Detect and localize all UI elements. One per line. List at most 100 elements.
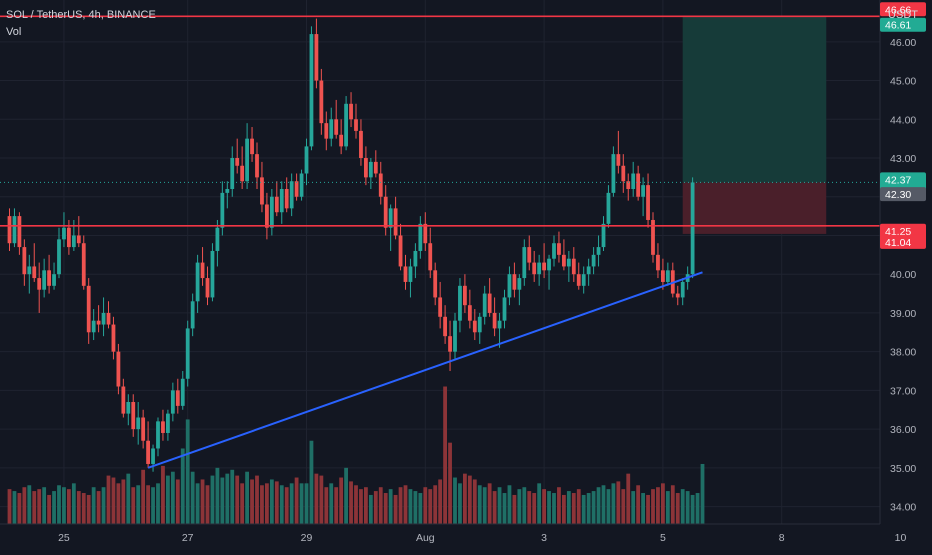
candle-body	[220, 192, 225, 228]
candle-body	[205, 278, 210, 298]
candle	[329, 107, 334, 147]
time-tick-label: 8	[779, 532, 785, 544]
candle	[636, 165, 641, 201]
volume-bar	[661, 483, 665, 524]
candle-body	[62, 227, 66, 240]
candle	[344, 96, 348, 151]
candle-body	[255, 154, 259, 178]
price-label: 41.25	[880, 223, 926, 238]
candle-body	[472, 320, 477, 333]
price-label: 46.66	[880, 2, 926, 17]
candle-body	[552, 243, 556, 259]
candle	[334, 99, 339, 139]
volume-bar	[463, 473, 467, 524]
price-label-text: 41.04	[885, 237, 911, 249]
volume-bar	[562, 494, 566, 524]
candle-body	[433, 270, 438, 298]
candle	[309, 26, 314, 151]
volume-indicator-label[interactable]: Vol	[6, 26, 22, 38]
candle	[170, 382, 175, 422]
candle-body	[453, 320, 457, 352]
time-tick-label: 10	[895, 532, 907, 544]
candle-body	[562, 254, 566, 267]
volume-bar	[344, 467, 348, 524]
volume-bar	[433, 485, 438, 524]
volume-bar	[507, 485, 512, 524]
candle-body	[651, 219, 655, 255]
volume-bar	[32, 491, 37, 524]
volume-bar	[230, 469, 235, 524]
candle-body	[557, 243, 561, 255]
volume-bar	[180, 448, 185, 524]
candle-body	[136, 417, 141, 430]
candle-body	[299, 173, 304, 197]
time-axis[interactable]: 252729Aug358101215	[0, 523, 932, 550]
candle	[47, 254, 51, 294]
candle-body	[161, 421, 165, 433]
candle-body	[121, 386, 126, 414]
candle	[96, 305, 101, 333]
candle	[151, 444, 155, 472]
volume-bar	[557, 487, 561, 524]
candle	[517, 274, 522, 306]
candle	[482, 285, 487, 325]
volume-bar	[641, 493, 645, 524]
candle	[467, 289, 472, 329]
candle	[665, 262, 670, 286]
volume-bar	[200, 479, 205, 524]
volume-bar	[477, 485, 482, 524]
volume-bar	[438, 479, 443, 524]
volume-bar	[621, 489, 626, 524]
time-tick-label: 27	[182, 532, 194, 544]
candle	[12, 208, 17, 248]
candle-body	[428, 243, 433, 271]
candle-body	[170, 390, 175, 414]
candle-body	[596, 247, 601, 255]
candle-body	[527, 247, 532, 263]
volume-bar	[57, 485, 61, 524]
candle-body	[586, 266, 591, 275]
candle	[235, 138, 240, 174]
volume-bar	[690, 494, 695, 524]
candle	[195, 254, 200, 313]
price-label-text: 46.61	[885, 20, 911, 32]
volume-bar	[7, 489, 12, 524]
volume-bar	[636, 485, 641, 524]
candle-body	[581, 274, 586, 286]
volume-bar	[255, 475, 259, 524]
price-axis-bg	[880, 0, 932, 550]
candle-body	[111, 324, 116, 352]
volume-bar	[294, 477, 299, 524]
candle	[690, 177, 695, 279]
volume-bar	[96, 491, 101, 524]
candle-body	[537, 262, 542, 275]
candle-body	[675, 293, 680, 298]
volume-bar	[136, 485, 141, 524]
candle-body	[260, 177, 264, 205]
candle-body	[96, 320, 101, 325]
candle	[185, 320, 190, 387]
price-label: 46.61	[880, 17, 926, 32]
price-label-text: 42.37	[885, 174, 911, 186]
volume-bar	[62, 487, 66, 524]
profit-zone	[682, 16, 827, 183]
candle-body	[418, 223, 423, 251]
candle	[62, 212, 66, 248]
candle	[675, 285, 680, 306]
candle	[245, 123, 249, 189]
candle-body	[502, 297, 507, 321]
candle	[581, 266, 586, 294]
volume-bar	[81, 493, 86, 524]
candle	[601, 216, 606, 251]
candle-body	[294, 181, 299, 197]
symbol-title[interactable]: SOL / TetherUS, 4h, BINANCE	[6, 9, 156, 21]
candle	[349, 92, 353, 128]
volume-bar	[527, 491, 532, 524]
candle-body	[438, 297, 443, 317]
candle	[230, 146, 235, 197]
volume-bar	[240, 483, 245, 524]
candle-body	[542, 262, 546, 271]
price-axis[interactable]: 34.0035.0036.0037.0038.0039.0040.0041.00…	[879, 0, 932, 550]
